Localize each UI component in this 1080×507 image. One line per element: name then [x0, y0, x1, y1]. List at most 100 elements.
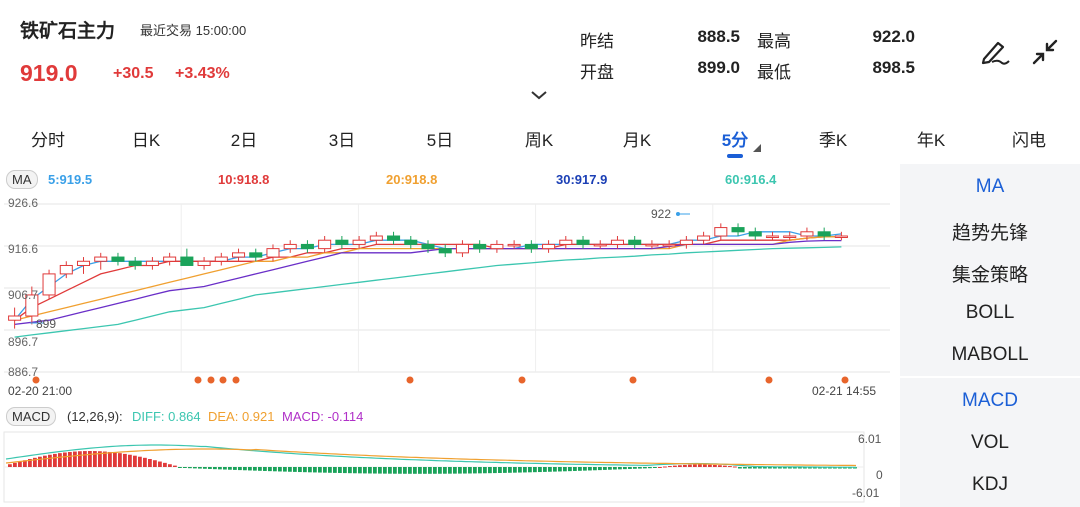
- macd-bar: [703, 464, 707, 467]
- macd-bar: [558, 467, 562, 472]
- macd-bar: [93, 451, 97, 467]
- macd-bar: [743, 467, 747, 469]
- macd-bar: [483, 467, 487, 474]
- indicator-macd[interactable]: MACD: [962, 390, 1018, 411]
- macd-bar: [573, 467, 577, 471]
- signal-dot-2: [207, 376, 215, 384]
- tab-monthly-k[interactable]: 月K: [622, 131, 652, 150]
- price-tick-2: 916.6: [8, 242, 39, 256]
- quote-header: 铁矿石主力 最近交易 15:00:00 919.0 +30.5 +3.43% 昨…: [0, 0, 1080, 115]
- stat-low-label: 最低: [757, 63, 791, 82]
- tab-yearly-k[interactable]: 年K: [916, 131, 946, 150]
- chevron-down-icon[interactable]: [530, 90, 548, 100]
- candle: [8, 315, 22, 321]
- candle: [800, 231, 814, 237]
- macd-bar: [63, 452, 67, 467]
- signal-dot-7: [629, 376, 637, 384]
- tab-2-day[interactable]: 2日: [230, 131, 258, 150]
- candle: [455, 243, 469, 254]
- stat-prev-settle-label: 昨结: [580, 32, 614, 51]
- macd-bar: [643, 467, 647, 469]
- indicator-vol[interactable]: VOL: [970, 432, 1010, 453]
- macd-bar: [748, 467, 752, 469]
- candle: [542, 243, 556, 250]
- indicator-kdj[interactable]: KDJ: [972, 474, 1008, 495]
- macd-bar: [463, 467, 467, 474]
- tab-daily-k[interactable]: 日K: [131, 131, 161, 150]
- macd-bar: [628, 467, 632, 469]
- indicator-panel: MA 趋势先锋 集金策略 BOLL MABOLL MACD VOL KDJ: [900, 164, 1080, 507]
- macd-bar: [738, 467, 742, 469]
- candle: [266, 248, 280, 258]
- dropdown-corner-icon[interactable]: [753, 144, 761, 152]
- macd-bar: [163, 462, 167, 467]
- sub-indicator-pill[interactable]: MACD: [6, 407, 57, 426]
- macd-bar: [683, 464, 687, 467]
- collapse-arrows-icon[interactable]: [1030, 37, 1060, 67]
- candlestick-chart[interactable]: [0, 192, 900, 384]
- macd-bar: [618, 467, 622, 470]
- macd-bar: [718, 465, 722, 467]
- tab-3-day[interactable]: 3日: [328, 131, 356, 150]
- macd-bar: [808, 467, 812, 469]
- macd-bar: [698, 464, 702, 467]
- candle: [197, 260, 211, 266]
- macd-bar: [593, 467, 597, 471]
- main-indicator-pill[interactable]: MA: [6, 170, 38, 189]
- indicator-gold-strategy[interactable]: 集金策略: [951, 265, 1028, 286]
- candle: [214, 256, 228, 262]
- indicator-maboll[interactable]: MABOLL: [951, 344, 1029, 365]
- macd-bar: [623, 467, 627, 470]
- price-tick-4: 896.7: [8, 335, 39, 349]
- low-marker-label: 899: [36, 317, 57, 331]
- draw-pen-icon[interactable]: [978, 37, 1012, 67]
- tab-quarterly-k[interactable]: 季K: [818, 131, 848, 150]
- macd-bar: [203, 467, 207, 469]
- candle: [748, 231, 762, 237]
- macd-bar: [543, 467, 547, 472]
- indicator-trend-pioneer[interactable]: 趋势先锋: [951, 223, 1028, 244]
- macd-bar: [493, 467, 497, 474]
- macd-bar: [348, 467, 352, 474]
- candle: [473, 243, 487, 250]
- macd-bar: [443, 467, 447, 474]
- indicator-boll[interactable]: BOLL: [965, 302, 1015, 323]
- macd-diff: DIFF: 0.864: [132, 409, 201, 424]
- macd-chart[interactable]: [0, 427, 900, 507]
- candle: [318, 239, 332, 250]
- macd-bar: [758, 467, 762, 469]
- active-tab-indicator: [727, 154, 743, 158]
- macd-bar: [228, 467, 232, 470]
- candle: [421, 243, 435, 250]
- macd-bar: [333, 467, 337, 473]
- macd-bar: [243, 467, 247, 471]
- macd-bar: [188, 467, 192, 469]
- macd-bar: [773, 467, 777, 469]
- macd-bar: [518, 467, 522, 473]
- candle: [283, 243, 297, 250]
- macd-bar: [128, 454, 132, 467]
- kline-chart-area[interactable]: MA 5:919.5 10:918.8 20:918.8 30:917.9 60…: [0, 164, 900, 507]
- macd-tick-bottom: -6.01: [852, 486, 880, 500]
- tab-weekly-k[interactable]: 周K: [524, 131, 554, 150]
- indicator-ma[interactable]: MA: [975, 176, 1005, 197]
- macd-bar: [768, 467, 772, 469]
- tab-fenshi[interactable]: 分时: [31, 131, 65, 150]
- time-axis-start: 02-20 21:00: [8, 384, 73, 398]
- tab-5-day[interactable]: 5日: [426, 131, 454, 150]
- stat-low-value: 898.5: [872, 58, 915, 77]
- macd-bar: [78, 451, 82, 467]
- tab-5-min[interactable]: 5分: [721, 131, 749, 150]
- macd-bar: [438, 467, 442, 474]
- signal-dot-3: [219, 376, 227, 384]
- macd-bar: [208, 467, 212, 469]
- tab-lightning[interactable]: 闪电: [1012, 131, 1046, 150]
- macd-bar: [658, 467, 662, 468]
- macd-bar: [13, 462, 17, 467]
- macd-bar: [428, 467, 432, 474]
- macd-bar: [458, 467, 462, 474]
- macd-bar: [728, 466, 732, 468]
- candle: [817, 231, 831, 237]
- macd-bar: [803, 467, 807, 469]
- macd-bar: [653, 467, 657, 468]
